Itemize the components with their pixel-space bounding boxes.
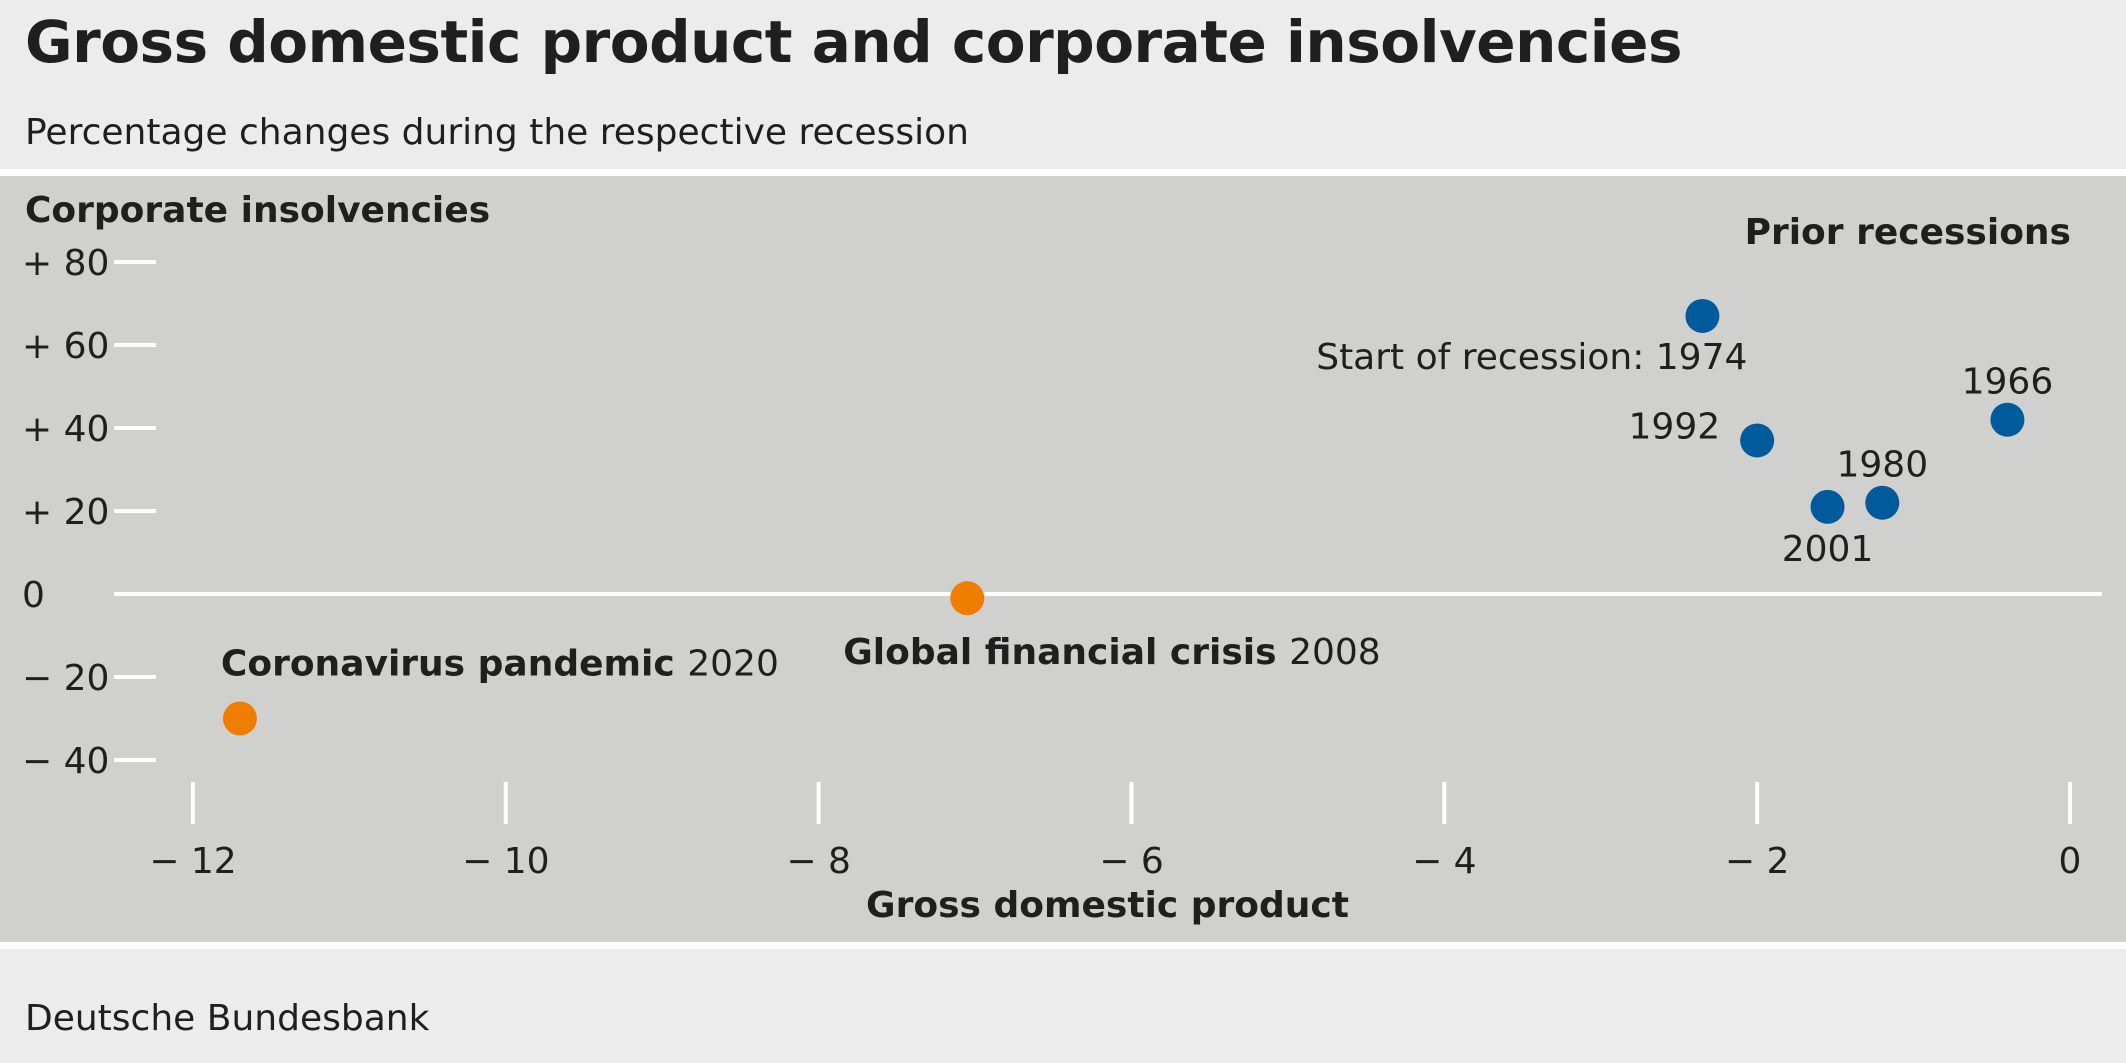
- source-note: Deutsche Bundesbank: [25, 998, 430, 1039]
- point-label-event: Coronavirus pandemic: [221, 644, 687, 685]
- x-tick-label: − 8: [786, 841, 851, 882]
- x-axis-title: Gross domestic product: [866, 885, 1349, 926]
- point-label: Global financial crisis 2008: [843, 632, 1380, 673]
- x-tick-label: − 6: [1099, 841, 1164, 882]
- point-label-year: 2008: [1289, 632, 1381, 673]
- point-prior-recession: [1740, 423, 1775, 458]
- point-prior-recession: [1865, 485, 1900, 520]
- legend-label-prior-recessions: Prior recessions: [1745, 212, 2071, 253]
- point-layer: [222, 298, 2025, 736]
- point-label-year: 2020: [687, 644, 779, 685]
- label-layer: Corporate insolvencies + 80 + 60 + 40 + 20 0 −…: [22, 190, 2081, 926]
- x-tick-label: − 4: [1412, 841, 1477, 882]
- point-label: 1992: [1629, 406, 1721, 447]
- axis-layer: [114, 260, 2102, 824]
- point-label: 1966: [1962, 362, 2054, 403]
- y-tick-label: + 20: [22, 492, 109, 533]
- panel-top-rule: [0, 169, 2126, 176]
- point-prior-recession: [1990, 402, 2025, 437]
- x-tick-label: − 12: [149, 841, 236, 882]
- page-subtitle: Percentage changes during the respective…: [25, 112, 969, 153]
- y-tick-label: 0: [22, 575, 45, 616]
- y-tick-label: − 40: [22, 741, 109, 782]
- y-tick-label: + 60: [22, 326, 109, 367]
- x-tick-label: − 2: [1725, 841, 1790, 882]
- point-prior-recession: [1685, 298, 1720, 333]
- panel-bottom-rule: [0, 942, 2126, 949]
- point-label: 1980: [1836, 445, 1928, 486]
- y-axis-title: Corporate insolvencies: [25, 190, 490, 231]
- y-tick-label: − 20: [22, 658, 109, 699]
- page-title: Gross domestic product and corporate ins…: [25, 8, 1683, 76]
- y-tick-label: + 40: [22, 409, 109, 450]
- point-label: Coronavirus pandemic 2020: [221, 644, 779, 685]
- point-prior-recession: [1810, 489, 1845, 524]
- x-tick-label: 0: [2059, 841, 2082, 882]
- y-tick-label: + 80: [22, 243, 109, 284]
- x-tick-label: − 10: [462, 841, 549, 882]
- point-highlight-recession: [222, 701, 257, 736]
- point-label-event: Global financial crisis: [843, 632, 1289, 673]
- chart-panel: [0, 176, 2126, 942]
- point-label: Start of recession: 1974: [1316, 337, 1747, 378]
- point-label: 2001: [1782, 529, 1874, 570]
- point-highlight-recession: [950, 581, 985, 616]
